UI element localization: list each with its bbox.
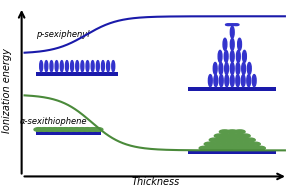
Bar (36, 131, 101, 136)
Ellipse shape (227, 138, 238, 142)
Ellipse shape (232, 146, 243, 150)
Ellipse shape (34, 128, 44, 131)
Ellipse shape (227, 142, 238, 146)
Ellipse shape (88, 128, 97, 131)
Ellipse shape (93, 128, 103, 131)
Ellipse shape (236, 63, 240, 75)
Ellipse shape (233, 138, 243, 142)
Ellipse shape (216, 146, 226, 150)
Ellipse shape (225, 63, 229, 75)
Ellipse shape (233, 134, 244, 138)
Ellipse shape (214, 134, 225, 138)
Ellipse shape (241, 75, 245, 87)
Ellipse shape (86, 61, 89, 72)
Ellipse shape (242, 63, 246, 75)
Ellipse shape (225, 75, 229, 87)
Ellipse shape (235, 130, 245, 134)
Ellipse shape (50, 61, 53, 72)
Ellipse shape (230, 50, 234, 63)
Ellipse shape (55, 61, 58, 72)
Ellipse shape (233, 142, 243, 146)
Bar (188, 150, 276, 154)
Ellipse shape (236, 50, 240, 63)
Ellipse shape (209, 138, 220, 142)
Ellipse shape (247, 75, 251, 87)
Text: Ionization energy: Ionization energy (2, 48, 12, 133)
Ellipse shape (107, 61, 110, 72)
Ellipse shape (244, 142, 254, 146)
Text: Thickness: Thickness (132, 177, 180, 187)
Ellipse shape (50, 128, 60, 131)
Ellipse shape (221, 134, 231, 138)
Ellipse shape (216, 142, 226, 146)
Ellipse shape (213, 63, 217, 75)
Ellipse shape (218, 50, 222, 63)
Ellipse shape (215, 138, 226, 142)
Ellipse shape (96, 61, 99, 72)
Ellipse shape (255, 146, 265, 150)
Ellipse shape (224, 50, 228, 63)
Ellipse shape (219, 75, 223, 87)
Ellipse shape (81, 61, 84, 72)
Ellipse shape (45, 61, 48, 72)
Ellipse shape (239, 138, 249, 142)
Ellipse shape (214, 75, 218, 87)
Ellipse shape (230, 75, 234, 87)
Ellipse shape (230, 63, 234, 75)
Ellipse shape (61, 128, 71, 131)
Ellipse shape (227, 146, 238, 150)
Bar (188, 87, 276, 91)
Ellipse shape (243, 50, 246, 63)
Ellipse shape (221, 138, 232, 142)
Ellipse shape (45, 128, 55, 131)
Ellipse shape (60, 61, 63, 72)
Ellipse shape (233, 24, 239, 26)
Ellipse shape (226, 24, 231, 26)
Ellipse shape (240, 134, 250, 138)
Ellipse shape (77, 128, 87, 131)
Ellipse shape (219, 130, 230, 134)
Ellipse shape (250, 142, 260, 146)
Ellipse shape (66, 128, 76, 131)
Ellipse shape (227, 130, 238, 134)
Ellipse shape (244, 146, 254, 150)
Ellipse shape (230, 38, 234, 50)
Ellipse shape (204, 142, 215, 146)
Ellipse shape (229, 24, 235, 26)
Ellipse shape (238, 38, 241, 50)
Ellipse shape (252, 75, 256, 87)
Ellipse shape (39, 128, 49, 131)
Ellipse shape (210, 142, 221, 146)
Ellipse shape (230, 26, 234, 38)
Ellipse shape (236, 75, 240, 87)
Ellipse shape (227, 134, 238, 138)
Ellipse shape (238, 146, 249, 150)
Ellipse shape (221, 142, 232, 146)
Ellipse shape (245, 138, 255, 142)
Ellipse shape (40, 61, 43, 72)
Bar (36, 72, 118, 76)
Ellipse shape (249, 146, 260, 150)
Ellipse shape (210, 146, 221, 150)
Ellipse shape (76, 61, 79, 72)
Ellipse shape (199, 146, 210, 150)
Text: α-sexithiophene: α-sexithiophene (20, 117, 88, 126)
Ellipse shape (66, 61, 68, 72)
Ellipse shape (72, 128, 81, 131)
Ellipse shape (71, 61, 74, 72)
Ellipse shape (91, 61, 94, 72)
Ellipse shape (205, 146, 215, 150)
Ellipse shape (221, 146, 232, 150)
Text: p-sexiphenyl: p-sexiphenyl (36, 30, 89, 39)
Ellipse shape (223, 38, 227, 50)
Ellipse shape (83, 128, 92, 131)
Ellipse shape (238, 142, 249, 146)
Ellipse shape (208, 75, 212, 87)
Ellipse shape (112, 61, 115, 72)
Ellipse shape (219, 63, 223, 75)
Ellipse shape (247, 63, 251, 75)
Ellipse shape (55, 128, 65, 131)
Ellipse shape (102, 61, 104, 72)
